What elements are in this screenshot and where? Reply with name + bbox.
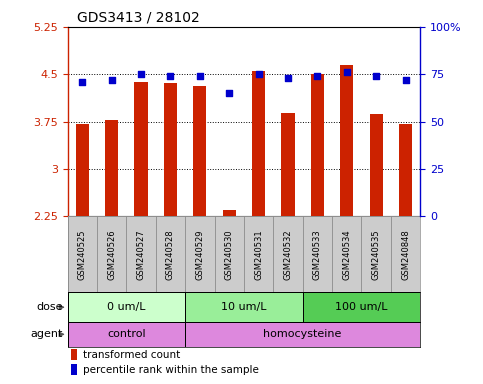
Bar — [185, 322, 420, 346]
Text: GSM240534: GSM240534 — [342, 229, 351, 280]
Bar — [391, 217, 420, 292]
Bar — [369, 114, 383, 217]
Point — [372, 73, 380, 79]
Text: GSM240525: GSM240525 — [78, 229, 87, 280]
Text: percentile rank within the sample: percentile rank within the sample — [83, 365, 259, 375]
Bar — [68, 292, 185, 322]
Bar — [185, 217, 214, 292]
Bar — [71, 364, 77, 375]
Text: GSM240526: GSM240526 — [107, 229, 116, 280]
Bar — [76, 124, 89, 217]
Bar — [361, 217, 391, 292]
Bar — [223, 210, 236, 217]
Bar — [97, 217, 127, 292]
Bar — [311, 74, 324, 217]
Text: GSM240529: GSM240529 — [195, 229, 204, 280]
Text: GSM240531: GSM240531 — [254, 229, 263, 280]
Bar — [282, 114, 295, 217]
Bar — [303, 217, 332, 292]
Bar — [68, 217, 97, 292]
Bar — [193, 86, 206, 217]
Bar — [303, 292, 420, 322]
Bar — [156, 217, 185, 292]
Text: GSM240535: GSM240535 — [371, 229, 381, 280]
Text: GSM240530: GSM240530 — [225, 229, 234, 280]
Text: GDS3413 / 28102: GDS3413 / 28102 — [77, 11, 200, 25]
Text: homocysteine: homocysteine — [264, 329, 342, 339]
Bar — [244, 217, 273, 292]
Bar — [105, 121, 118, 217]
Point — [137, 71, 145, 77]
Text: GSM240848: GSM240848 — [401, 229, 410, 280]
Text: 100 um/L: 100 um/L — [335, 302, 388, 312]
Text: GSM240532: GSM240532 — [284, 229, 293, 280]
Bar — [399, 124, 412, 217]
Text: transformed count: transformed count — [83, 350, 180, 360]
Text: GSM240528: GSM240528 — [166, 229, 175, 280]
Point — [196, 73, 204, 79]
Text: GSM240533: GSM240533 — [313, 229, 322, 280]
Point — [226, 90, 233, 96]
Text: dose: dose — [36, 302, 63, 312]
Text: GSM240527: GSM240527 — [137, 229, 145, 280]
Bar — [214, 217, 244, 292]
Bar — [68, 322, 185, 346]
Bar — [252, 71, 265, 217]
Point — [284, 75, 292, 81]
Point — [313, 73, 321, 79]
Point — [343, 70, 351, 76]
Bar — [332, 217, 361, 292]
Bar — [273, 217, 303, 292]
Bar — [164, 83, 177, 217]
Text: 0 um/L: 0 um/L — [107, 302, 146, 312]
Point — [108, 77, 115, 83]
Text: 10 um/L: 10 um/L — [221, 302, 267, 312]
Point — [167, 73, 174, 79]
Point — [402, 77, 410, 83]
Bar — [185, 292, 303, 322]
Point — [78, 79, 86, 85]
Bar — [71, 349, 77, 360]
Text: control: control — [107, 329, 146, 339]
Bar — [127, 217, 156, 292]
Bar — [134, 82, 148, 217]
Text: agent: agent — [30, 329, 63, 339]
Point — [255, 71, 262, 77]
Bar — [340, 65, 354, 217]
